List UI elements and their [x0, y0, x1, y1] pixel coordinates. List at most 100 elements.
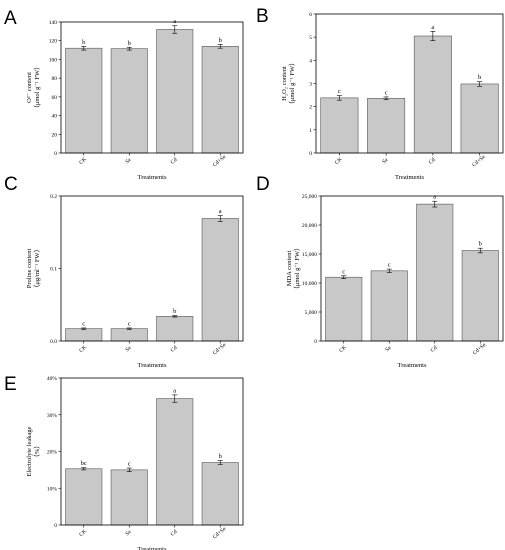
category-label: CK [78, 528, 88, 538]
x-axis-label: Treatments [137, 174, 166, 181]
bar-ck [65, 47, 103, 154]
x-axis-label: Treatments [397, 362, 426, 369]
panel-letter: B [256, 6, 269, 27]
x-axis-label: Treatments [395, 174, 424, 181]
category-label: Cd [430, 345, 439, 354]
category-label: Cd [170, 157, 179, 166]
panel-b: Bc CK c Se a Cd b Cd+Se 0 1 2 3 4 5 6 Treatments H₂O₂ co… [256, 6, 504, 181]
panel-e: Ebc CK c Se a Cd b Cd+Se 0 10% 20% 30% 40% Treatments… [4, 374, 244, 550]
panel-a: AbCKbSeaCdbCd+Se020406080100120140Treatm… [4, 8, 244, 181]
category-label: Cd+Se [471, 154, 487, 169]
plot-frame [60, 21, 244, 154]
panel-letter: C [4, 174, 18, 195]
significance-letter: b [173, 308, 176, 315]
bar-se [110, 469, 148, 526]
category-label: Cd+Se [212, 526, 228, 541]
bar-cd [156, 398, 194, 526]
y-tick-label: 30% [47, 413, 58, 419]
y-tick-label: 0.1 [50, 267, 57, 273]
category-label: Cd+Se [212, 342, 228, 357]
significance-letter: b [219, 37, 222, 44]
significance-letter: a [431, 24, 434, 31]
y-tick-label: 60 [52, 95, 58, 101]
y-tick-label: 2 [309, 105, 312, 111]
x-axis-label: Treatments [137, 362, 166, 369]
y-axis-unit: （%） [33, 442, 41, 460]
bar-cd [413, 35, 452, 154]
plot-frame [320, 195, 504, 342]
significance-letter: c [388, 262, 391, 269]
category-label: Se [125, 157, 133, 165]
bar-se [370, 270, 408, 342]
panel-d: Dc CK c Se a Cd b Cd+Se 0 5,000 10,000 15,000 20,000… [256, 174, 504, 369]
panel-c: Cc CK c Se b Cd a Cd+Se 0.0 0.1 0.2 Treatments Proli… [4, 174, 244, 369]
bar-cd-se [461, 250, 499, 342]
bar-se [110, 328, 148, 342]
significance-letter: a [219, 208, 222, 215]
bar-se [367, 98, 406, 154]
y-tick-label: 0.0 [50, 339, 57, 345]
category-label: Se [125, 529, 133, 537]
significance-letter: b [82, 39, 85, 46]
significance-letter: a [433, 194, 436, 201]
plot-frame [60, 195, 244, 342]
y-tick-label: 10,000 [302, 281, 317, 287]
y-tick-label: 5 [309, 35, 312, 41]
significance-letter: c [338, 88, 341, 95]
significance-letter: c [128, 461, 131, 468]
y-tick-label: 120 [49, 39, 58, 45]
y-tick-label: 0.2 [50, 194, 57, 200]
significance-letter: c [82, 320, 85, 327]
bar-cd [416, 203, 454, 342]
y-axis-label: H₂O₂ content [281, 66, 288, 101]
y-tick-label: 20 [52, 132, 58, 138]
bar-ck [320, 97, 359, 154]
y-tick-label: 20,000 [302, 223, 317, 229]
bar-ck [65, 328, 103, 342]
category-label: Se [385, 345, 393, 353]
y-axis-unit: （μmol g⁻¹ FW） [293, 244, 301, 292]
y-tick-label: 20% [47, 450, 58, 456]
y-axis-label: MDA content [286, 251, 293, 287]
bar-ck [325, 276, 363, 342]
significance-letter: b [479, 241, 482, 248]
panel-letter: A [4, 8, 17, 29]
bar-cd [156, 29, 194, 154]
y-tick-label: 0 [309, 151, 312, 157]
bar-cd-se [201, 218, 239, 342]
y-tick-label: 4 [309, 58, 312, 64]
plot-frame [60, 377, 244, 526]
category-label: Cd [170, 345, 179, 354]
plot-frame [315, 13, 504, 154]
category-label: Cd+Se [212, 154, 228, 169]
y-axis-unit: （μg/ml⁻¹ FW） [33, 246, 41, 291]
category-label: CK [338, 344, 348, 354]
y-tick-label: 10% [47, 486, 58, 492]
significance-letter: b [128, 40, 131, 47]
y-tick-label: 1 [309, 128, 312, 134]
y-axis-unit: （μmol g⁻¹ FW） [288, 59, 296, 107]
bar-cd-se [201, 46, 239, 154]
x-axis-label: Treatments [137, 546, 166, 550]
y-tick-label: 40 [52, 114, 58, 120]
y-tick-label: 0 [314, 339, 317, 345]
bar-ck [65, 468, 103, 526]
panel-letter: D [256, 174, 270, 195]
category-label: Cd [170, 529, 179, 538]
panel-letter: E [4, 374, 17, 395]
y-tick-label: 0 [54, 151, 57, 157]
y-axis-label: Proline content [26, 249, 33, 289]
y-tick-label: 0 [54, 523, 57, 529]
bar-cd-se [201, 462, 239, 526]
y-axis-label: Electrolyte leakage [26, 426, 33, 476]
significance-letter: bc [81, 460, 87, 467]
y-tick-label: 80 [52, 76, 58, 82]
bar-cd [156, 316, 194, 342]
significance-letter: c [128, 320, 131, 327]
y-axis-label: O²⁻ content [26, 72, 33, 103]
bar-se [110, 48, 148, 154]
significance-letter: a [173, 387, 176, 394]
significance-letter: c [342, 268, 345, 275]
significance-letter: b [219, 453, 222, 460]
category-label: Cd+Se [472, 342, 488, 357]
